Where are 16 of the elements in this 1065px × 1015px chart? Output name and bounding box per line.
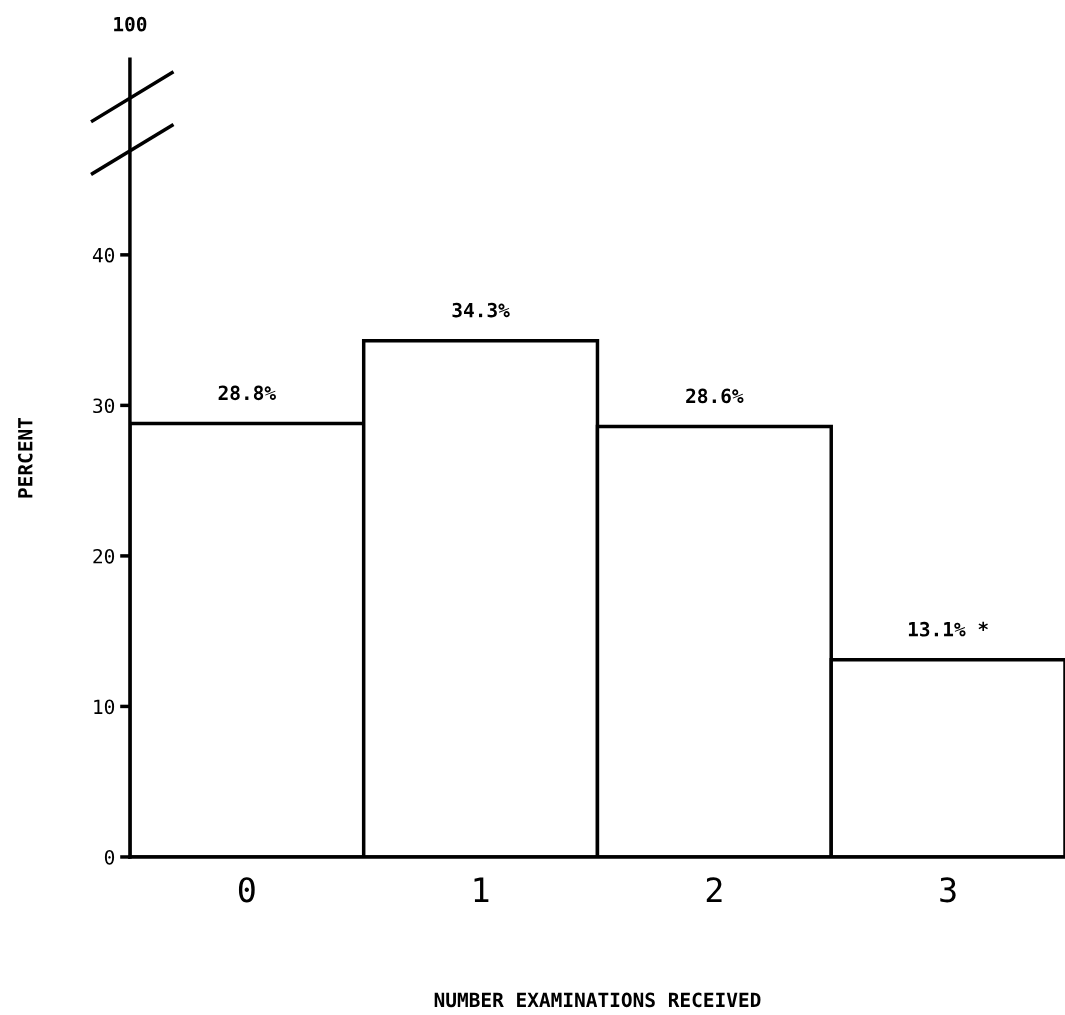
- data-label: 13.1% *: [908, 621, 988, 637]
- data-label: 28.6%: [686, 388, 744, 404]
- y-axis-title: PERCENT: [17, 417, 33, 498]
- y-tick-label: 30: [93, 398, 115, 414]
- x-tick-label: 3: [940, 877, 956, 903]
- x-axis-title: NUMBER EXAMINATIONS RECEIVED: [434, 992, 761, 1008]
- x-tick-label: 2: [706, 877, 722, 902]
- y-tick-label: 10: [94, 699, 115, 715]
- text: 100: [114, 16, 147, 32]
- y-tick-label: 0: [104, 849, 115, 865]
- y-tick-label: 40: [92, 247, 115, 263]
- x-tick-label: 0: [238, 877, 255, 903]
- data-label: 34.3%: [452, 302, 510, 318]
- data-label: 28.8%: [218, 385, 276, 401]
- y-tick-label: 20: [93, 548, 115, 564]
- x-tick-label: 1: [474, 877, 489, 902]
